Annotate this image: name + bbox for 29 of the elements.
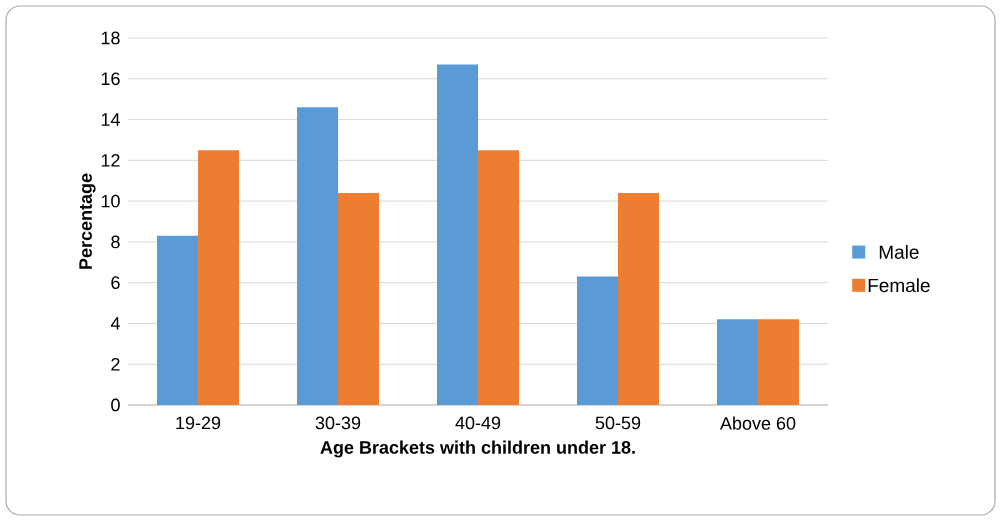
bar (157, 235, 199, 405)
bar (198, 150, 240, 405)
x-tick-label: 50-59 (595, 416, 641, 430)
bar (717, 319, 758, 405)
y-tick-label: 10 (101, 194, 120, 208)
y-tick-label: 12 (101, 154, 120, 167)
x-tick-label: 30-39 (315, 416, 361, 430)
bar (758, 319, 799, 405)
y-tick-label: 16 (101, 72, 120, 86)
x-axis-title: Age Brackets with children under 18. (320, 440, 635, 458)
legend-label: Male (879, 244, 919, 259)
y-tick-label: 14 (101, 113, 120, 126)
legend-label: Female (868, 278, 930, 293)
bar (577, 276, 618, 405)
y-tick-label: 4 (110, 317, 120, 330)
x-tick-label: 40-49 (455, 416, 501, 430)
bar (297, 107, 338, 405)
bar (478, 150, 520, 405)
x-tick-label: 19-29 (176, 416, 221, 430)
bar (437, 64, 479, 405)
y-tick-label: 18 (101, 31, 120, 45)
bar (618, 192, 659, 405)
bar (338, 192, 379, 405)
y-tick-label: 8 (111, 235, 120, 249)
y-axis-title: Percentage (79, 173, 96, 269)
y-tick-label: 0 (111, 398, 120, 412)
y-tick-label: 6 (111, 276, 120, 290)
y-tick-label: 2 (111, 357, 120, 371)
x-tick-label: Above 60 (720, 416, 796, 430)
